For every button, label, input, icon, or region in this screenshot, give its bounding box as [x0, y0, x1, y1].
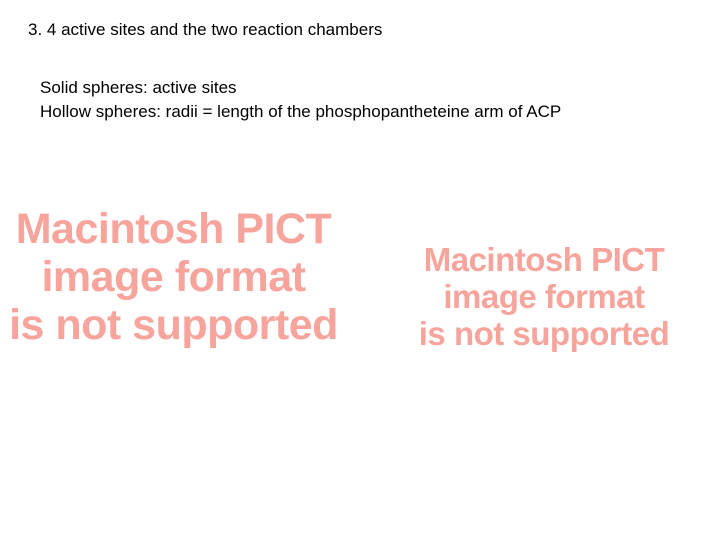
pict-error-line-2: image format: [369, 279, 719, 316]
legend-line-solid: Solid spheres: active sites: [40, 78, 561, 98]
pict-error-line-1: Macintosh PICT: [0, 205, 371, 253]
pict-error-line-1: Macintosh PICT: [369, 242, 719, 279]
pict-error-small: Macintosh PICT image format is not suppo…: [369, 242, 719, 353]
section-heading: 3. 4 active sites and the two reaction c…: [28, 20, 382, 40]
pict-error-line-2: image format: [0, 253, 371, 301]
legend-block: Solid spheres: active sites Hollow spher…: [40, 78, 561, 126]
pict-error-line-3: is not supported: [0, 301, 371, 349]
pict-error-line-3: is not supported: [369, 316, 719, 353]
legend-line-hollow: Hollow spheres: radii = length of the ph…: [40, 102, 561, 122]
pict-error-large: Macintosh PICT image format is not suppo…: [0, 205, 371, 349]
